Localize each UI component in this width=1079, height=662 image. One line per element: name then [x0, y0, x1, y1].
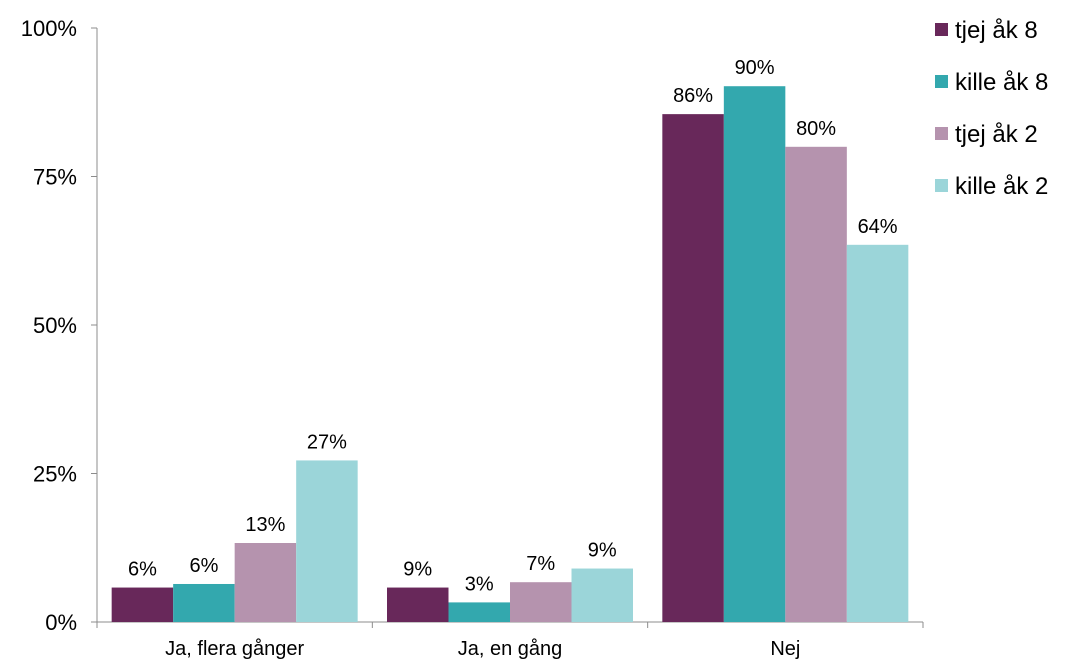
bar [448, 602, 510, 622]
bar [387, 587, 449, 622]
data-label: 27% [307, 431, 347, 453]
data-label: 9% [588, 540, 617, 562]
bar [785, 146, 847, 623]
data-label: 13% [245, 514, 285, 536]
data-labels: 6% 9% 86% 6% 3% 90% 13% 7% 80% 27% 9% 64% [128, 57, 898, 595]
bars [111, 86, 909, 623]
y-tick-label: 50% [33, 313, 77, 338]
data-label: 86% [673, 85, 713, 107]
legend-label: kille åk 2 [955, 173, 1048, 200]
legend-swatch [935, 127, 948, 140]
legend: tjej åk 8 kille åk 8 tjej åk 2 kille åk 2 [935, 17, 1048, 200]
bar [571, 568, 633, 622]
bar [296, 460, 358, 622]
x-category-label: Nej [770, 638, 800, 660]
legend-swatch [935, 75, 948, 88]
legend-swatch [935, 23, 948, 36]
legend-label: tjej åk 2 [955, 121, 1038, 148]
bar [846, 244, 909, 622]
bar [662, 114, 724, 622]
data-label: 6% [189, 555, 218, 577]
legend-label: tjej åk 8 [955, 17, 1038, 44]
x-axis: Ja, flera gånger Ja, en gång Nej [96, 621, 924, 660]
data-label: 3% [465, 573, 494, 595]
data-label: 90% [735, 57, 775, 79]
data-label: 64% [858, 216, 898, 238]
y-tick-label: 25% [33, 462, 77, 487]
bar [111, 587, 174, 622]
y-tick-label: 100% [21, 16, 77, 41]
bar [173, 583, 235, 622]
y-tick-label: 75% [33, 165, 77, 190]
bar [510, 582, 572, 622]
data-label: 7% [526, 553, 555, 575]
legend-swatch [935, 179, 948, 192]
legend-label: kille åk 8 [955, 69, 1048, 96]
x-category-label: Ja, en gång [458, 638, 563, 660]
data-label: 9% [403, 559, 432, 581]
x-category-label: Ja, flera gånger [165, 638, 304, 660]
y-tick-label: 0% [45, 610, 77, 635]
bar [234, 542, 297, 622]
data-label: 80% [796, 118, 836, 140]
y-axis: 0% 25% 50% 75% 100% [21, 16, 98, 635]
data-label: 6% [128, 559, 157, 581]
bar [723, 86, 786, 623]
